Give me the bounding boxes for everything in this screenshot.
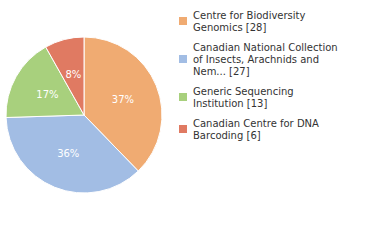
svg-text:Centre for Biodiversity: Centre for Biodiversity bbox=[193, 10, 309, 21]
svg-text:36%: 36% bbox=[57, 148, 79, 159]
svg-text:Barcoding [6]: Barcoding [6] bbox=[193, 130, 261, 141]
svg-text:8%: 8% bbox=[65, 69, 81, 80]
svg-text:of Insects, Arachnids and: of Insects, Arachnids and bbox=[193, 54, 322, 65]
svg-text:37%: 37% bbox=[112, 94, 134, 105]
svg-text:Genomics [28]: Genomics [28] bbox=[193, 22, 266, 33]
svg-text:Generic Sequencing: Generic Sequencing bbox=[193, 86, 297, 97]
svg-text:Nem... [27]: Nem... [27] bbox=[193, 66, 250, 77]
svg-text:Institution [13]: Institution [13] bbox=[193, 98, 267, 109]
svg-text:Canadian National Collection: Canadian National Collection bbox=[193, 42, 341, 53]
svg-text:Canadian Centre for DNA: Canadian Centre for DNA bbox=[193, 118, 322, 129]
svg-text:17%: 17% bbox=[36, 89, 58, 100]
